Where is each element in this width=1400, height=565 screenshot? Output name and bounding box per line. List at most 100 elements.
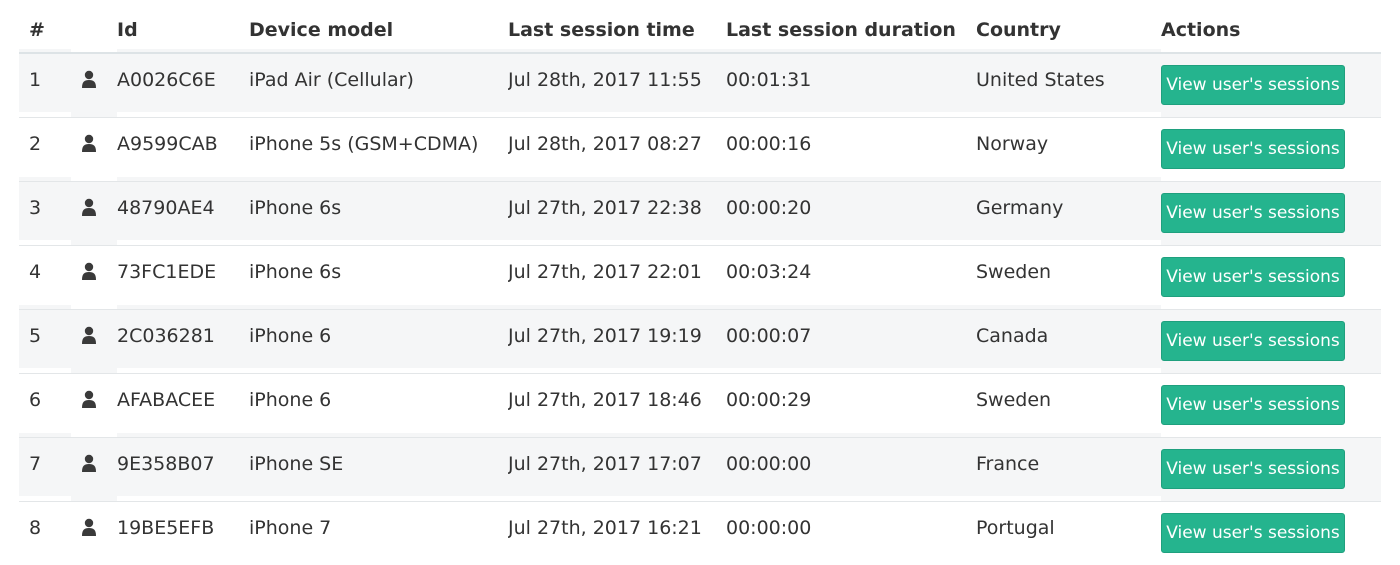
header-row: # Id Device model Last session time Last… bbox=[19, 8, 1381, 54]
device-model: iPhone SE bbox=[249, 453, 344, 475]
last-session-time: Jul 27th, 2017 22:38 bbox=[508, 197, 702, 219]
header-actions: Actions bbox=[1161, 8, 1381, 54]
row-number: 2 bbox=[29, 133, 42, 155]
country: Norway bbox=[976, 133, 1049, 155]
table-row: 1 A0026C6E iPad Air (Cellular) Jul 28th, 20… bbox=[19, 53, 1381, 117]
device-id: 9E358B07 bbox=[117, 453, 215, 475]
view-user-sessions-button[interactable]: View user's sessions bbox=[1161, 257, 1345, 297]
user-icon bbox=[81, 70, 97, 88]
country: Germany bbox=[976, 197, 1064, 219]
actions-cell: View user's sessions bbox=[1161, 245, 1381, 309]
last-session-duration: 00:00:07 bbox=[726, 325, 812, 347]
header-num[interactable]: # bbox=[19, 8, 71, 54]
view-user-sessions-button[interactable]: View user's sessions bbox=[1161, 129, 1345, 169]
last-session-duration: 00:00:20 bbox=[726, 197, 812, 219]
users-table: # Id Device model Last session time Last… bbox=[19, 8, 1381, 565]
row-icon-cell bbox=[71, 437, 117, 501]
row-icon-cell bbox=[71, 181, 117, 245]
table-row: 6 AFABACEE iPhone 6 Jul 27th, 2017 18:46 00:… bbox=[19, 373, 1381, 437]
header-country[interactable]: Country bbox=[976, 8, 1161, 54]
view-user-sessions-button[interactable]: View user's sessions bbox=[1161, 385, 1345, 425]
last-session-time: Jul 28th, 2017 08:27 bbox=[508, 133, 702, 155]
device-model: iPhone 7 bbox=[249, 517, 332, 539]
device-model: iPhone 6s bbox=[249, 261, 342, 283]
actions-cell: View user's sessions bbox=[1161, 373, 1381, 437]
view-user-sessions-button[interactable]: View user's sessions bbox=[1161, 321, 1345, 361]
user-icon bbox=[81, 390, 97, 408]
header-last-session-duration[interactable]: Last session duration bbox=[726, 8, 976, 54]
country: Canada bbox=[976, 325, 1049, 347]
last-session-time: Jul 28th, 2017 11:55 bbox=[508, 69, 702, 92]
table-row: 8 19BE5EFB iPhone 7 Jul 27th, 2017 16:21 00:… bbox=[19, 501, 1381, 565]
user-icon bbox=[81, 262, 97, 280]
user-icon bbox=[81, 518, 97, 536]
row-number: 1 bbox=[29, 69, 42, 92]
last-session-duration: 00:00:00 bbox=[726, 517, 812, 539]
last-session-duration: 00:03:24 bbox=[726, 261, 812, 283]
row-icon-cell bbox=[71, 373, 117, 437]
row-number: 8 bbox=[29, 517, 42, 539]
actions-cell: View user's sessions bbox=[1161, 501, 1381, 565]
country: France bbox=[976, 453, 1040, 475]
table-row: 5 2C036281 iPhone 6 Jul 27th, 2017 19:19 00:… bbox=[19, 309, 1381, 373]
table-row: 2 A9599CAB iPhone 5s (GSM+CDMA) Jul 28th, 2… bbox=[19, 117, 1381, 181]
country: Sweden bbox=[976, 389, 1052, 411]
actions-cell: View user's sessions bbox=[1161, 53, 1381, 117]
header-id[interactable]: Id bbox=[117, 8, 249, 54]
actions-cell: View user's sessions bbox=[1161, 117, 1381, 181]
last-session-time: Jul 27th, 2017 18:46 bbox=[508, 389, 702, 411]
table-row: 4 73FC1EDE iPhone 6s Jul 27th, 2017 22:01 00… bbox=[19, 245, 1381, 309]
table-body: 1 A0026C6E iPad Air (Cellular) Jul 28th, 20… bbox=[19, 53, 1381, 565]
row-number: 7 bbox=[29, 453, 42, 475]
user-icon bbox=[81, 326, 97, 344]
last-session-time: Jul 27th, 2017 16:21 bbox=[508, 517, 702, 539]
view-user-sessions-button[interactable]: View user's sessions bbox=[1161, 449, 1345, 489]
country: United States bbox=[976, 69, 1105, 92]
row-number: 4 bbox=[29, 261, 42, 283]
actions-cell: View user's sessions bbox=[1161, 181, 1381, 245]
device-id: 73FC1EDE bbox=[117, 261, 217, 283]
last-session-duration: 00:00:16 bbox=[726, 133, 812, 155]
device-model: iPad Air (Cellular) bbox=[249, 69, 414, 92]
row-icon-cell bbox=[71, 53, 117, 117]
device-id: 48790AE4 bbox=[117, 197, 215, 219]
view-user-sessions-button[interactable]: View user's sessions bbox=[1161, 193, 1345, 233]
last-session-time: Jul 27th, 2017 22:01 bbox=[508, 261, 702, 283]
device-model: iPhone 6 bbox=[249, 325, 332, 347]
header-last-session-time[interactable]: Last session time bbox=[508, 8, 726, 54]
last-session-duration: 00:00:29 bbox=[726, 389, 812, 411]
actions-cell: View user's sessions bbox=[1161, 437, 1381, 501]
user-icon bbox=[81, 454, 97, 472]
row-icon-cell bbox=[71, 501, 117, 565]
view-user-sessions-button[interactable]: View user's sessions bbox=[1161, 513, 1345, 553]
row-number: 3 bbox=[29, 197, 42, 219]
device-model: iPhone 5s (GSM+CDMA) bbox=[249, 133, 479, 155]
device-model: iPhone 6s bbox=[249, 197, 342, 219]
country: Portugal bbox=[976, 517, 1055, 539]
country: Sweden bbox=[976, 261, 1052, 283]
header-device-model[interactable]: Device model bbox=[249, 8, 508, 54]
user-icon bbox=[81, 198, 97, 216]
last-session-time: Jul 27th, 2017 17:07 bbox=[508, 453, 702, 475]
row-number: 6 bbox=[29, 389, 42, 411]
table-header: # Id Device model Last session time Last… bbox=[19, 8, 1381, 54]
table-row: 3 48790AE4 iPhone 6s Jul 27th, 2017 22:38 00… bbox=[19, 181, 1381, 245]
row-icon-cell bbox=[71, 245, 117, 309]
view-user-sessions-button[interactable]: View user's sessions bbox=[1161, 65, 1345, 106]
row-icon-cell bbox=[71, 309, 117, 373]
device-id: 2C036281 bbox=[117, 325, 215, 347]
row-icon-cell bbox=[71, 117, 117, 181]
device-id: A0026C6E bbox=[117, 69, 216, 92]
device-model: iPhone 6 bbox=[249, 389, 332, 411]
last-session-time: Jul 27th, 2017 19:19 bbox=[508, 325, 702, 347]
last-session-duration: 00:00:00 bbox=[726, 453, 812, 475]
device-id: AFABACEE bbox=[117, 389, 216, 411]
table-row: 7 9E358B07 iPhone SE Jul 27th, 2017 17:07 00… bbox=[19, 437, 1381, 501]
user-icon bbox=[81, 134, 97, 152]
device-id: 19BE5EFB bbox=[117, 517, 215, 539]
row-number: 5 bbox=[29, 325, 42, 347]
header-icon bbox=[71, 8, 117, 54]
device-id: A9599CAB bbox=[117, 133, 218, 155]
actions-cell: View user's sessions bbox=[1161, 309, 1381, 373]
